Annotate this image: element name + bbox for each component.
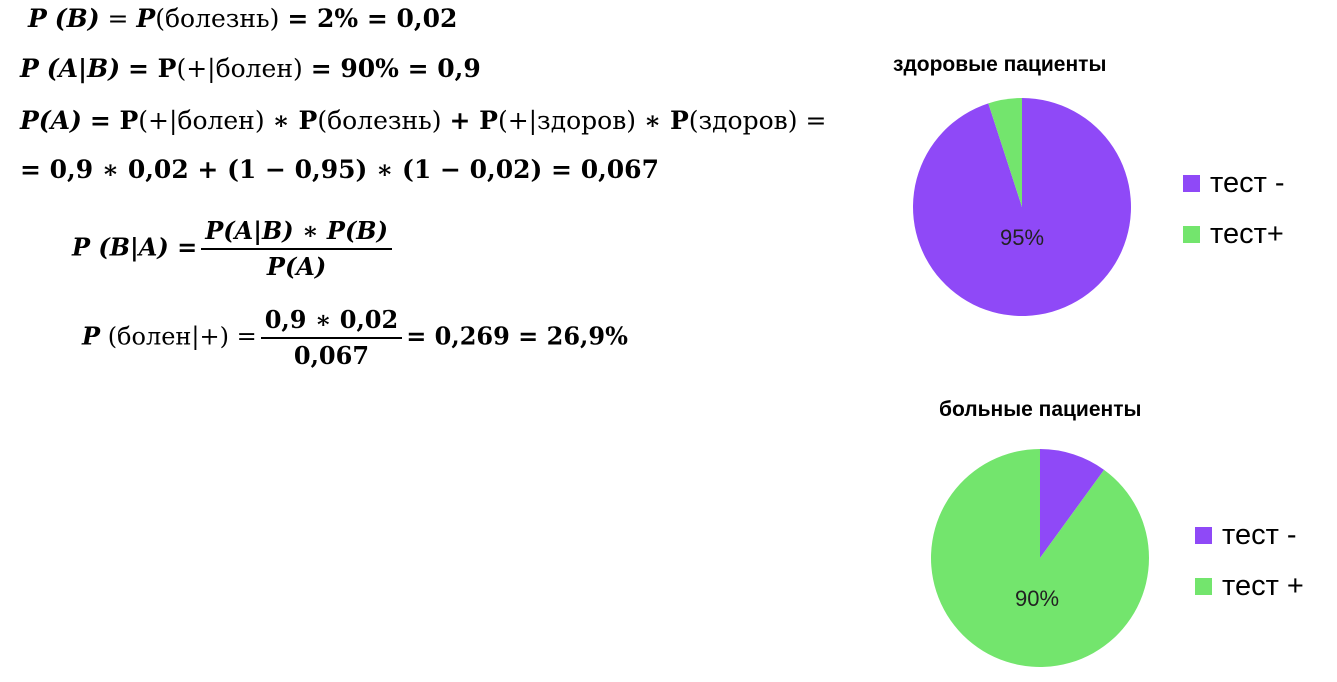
- formula-total-probability: P(A) = P(+|болен) ∗ P(болезнь) + P(+|здо…: [20, 106, 827, 135]
- pie-data-label: 90%: [1015, 586, 1059, 611]
- pie-slice-purple: [1040, 449, 1105, 558]
- legend-item-test-positive: тест+: [1183, 217, 1285, 250]
- legend-label: тест -: [1222, 518, 1297, 551]
- pie-chart-sick: 90%: [931, 449, 1149, 667]
- legend-item-test-positive: тест +: [1195, 569, 1304, 602]
- pie-slice-green: [931, 449, 1149, 667]
- legend-label: тест+: [1210, 217, 1284, 250]
- result-fraction: 0,9 ∗ 0,02 0,067: [260, 303, 403, 373]
- pie-slice-green: [988, 98, 1022, 207]
- swatch-green: [1183, 225, 1200, 243]
- chart-sick-title: больные пациенты: [939, 398, 1142, 421]
- swatch-purple: [1195, 526, 1212, 544]
- swatch-green: [1195, 577, 1212, 595]
- swatch-purple: [1183, 174, 1200, 192]
- legend-sick: тест - тест +: [1195, 518, 1304, 622]
- formula-total-probability-calc: = 0,9 ∗ 0,02 + (1 − 0,95) ∗ (1 − 0,02) =…: [20, 155, 659, 184]
- chart-healthy-title: здоровые пациенты: [893, 53, 1107, 76]
- formula-bayes: P (B|A) = P(A|B) ∗ P(B) P(A): [72, 214, 396, 284]
- result-numerator: 0,9 ∗ 0,02: [260, 303, 403, 339]
- legend-label: тест +: [1222, 569, 1304, 602]
- formula-sensitivity: P (A|B) = P(+|болен) = 90% = 0,9: [20, 54, 481, 83]
- legend-label: тест -: [1210, 166, 1285, 199]
- legend-item-test-negative: тест -: [1183, 166, 1285, 199]
- pie-chart-healthy: 95%: [913, 98, 1131, 316]
- pie-data-label: 95%: [1000, 225, 1044, 250]
- formula-prob-disease: P (B) = P(болезнь) = 2% = 0,02: [28, 4, 458, 33]
- legend-healthy: тест - тест+: [1183, 166, 1285, 270]
- bayes-numerator: P(A|B) ∗ P(B): [201, 214, 392, 250]
- formula-result: P (болен|+) = 0,9 ∗ 0,02 0,067 = 0,269 = 26…: [82, 303, 628, 373]
- bayes-fraction: P(A|B) ∗ P(B) P(A): [201, 214, 392, 284]
- bayes-denominator: P(A): [266, 252, 327, 281]
- result-denominator: 0,067: [293, 341, 370, 370]
- legend-item-test-negative: тест -: [1195, 518, 1304, 551]
